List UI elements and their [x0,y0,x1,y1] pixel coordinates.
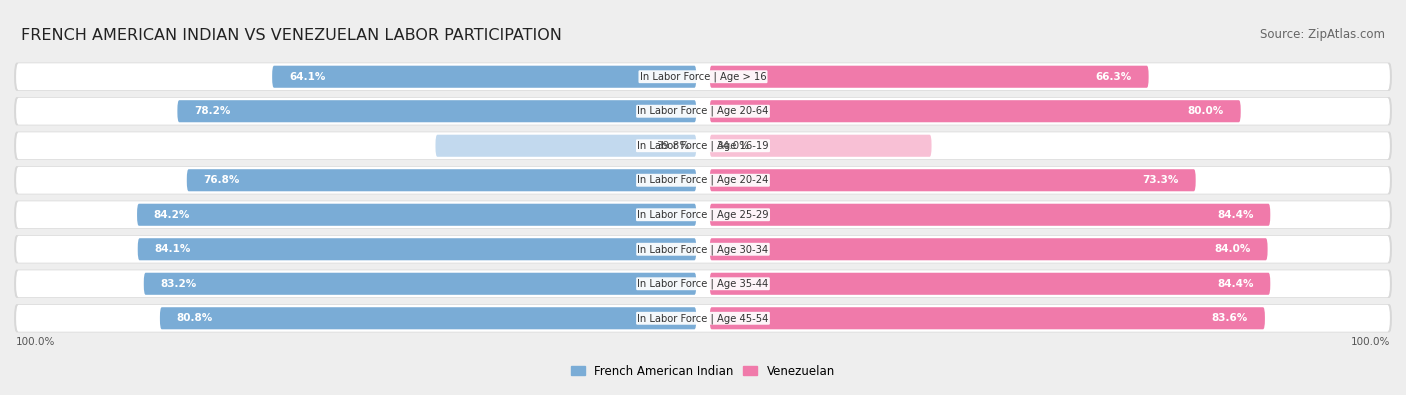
FancyBboxPatch shape [15,167,1391,194]
FancyBboxPatch shape [15,132,1391,159]
Text: 80.0%: 80.0% [1188,106,1223,116]
FancyBboxPatch shape [14,270,1392,298]
Text: Source: ZipAtlas.com: Source: ZipAtlas.com [1260,28,1385,41]
Text: 83.2%: 83.2% [160,279,197,289]
Text: 34.0%: 34.0% [717,141,749,151]
Text: 80.8%: 80.8% [177,313,212,323]
FancyBboxPatch shape [14,304,1392,333]
FancyBboxPatch shape [15,63,1391,90]
Text: 100.0%: 100.0% [1351,337,1391,347]
FancyBboxPatch shape [710,273,1270,295]
FancyBboxPatch shape [710,100,1240,122]
FancyBboxPatch shape [710,169,1195,191]
FancyBboxPatch shape [710,307,1265,329]
FancyBboxPatch shape [15,98,1391,125]
FancyBboxPatch shape [14,62,1392,91]
FancyBboxPatch shape [14,235,1392,263]
FancyBboxPatch shape [177,100,696,122]
Text: 84.2%: 84.2% [153,210,190,220]
Text: 84.1%: 84.1% [155,244,191,254]
FancyBboxPatch shape [273,66,696,88]
FancyBboxPatch shape [138,238,696,260]
Text: In Labor Force | Age 30-34: In Labor Force | Age 30-34 [637,244,769,254]
Text: In Labor Force | Age 20-64: In Labor Force | Age 20-64 [637,106,769,117]
Text: In Labor Force | Age 25-29: In Labor Force | Age 25-29 [637,209,769,220]
FancyBboxPatch shape [14,97,1392,125]
FancyBboxPatch shape [14,201,1392,229]
Text: 84.0%: 84.0% [1215,244,1251,254]
Text: FRENCH AMERICAN INDIAN VS VENEZUELAN LABOR PARTICIPATION: FRENCH AMERICAN INDIAN VS VENEZUELAN LAB… [21,28,562,43]
FancyBboxPatch shape [14,132,1392,160]
FancyBboxPatch shape [15,270,1391,297]
FancyBboxPatch shape [15,201,1391,228]
Text: In Labor Force | Age > 16: In Labor Force | Age > 16 [640,71,766,82]
FancyBboxPatch shape [710,135,932,157]
FancyBboxPatch shape [710,204,1270,226]
Text: 64.1%: 64.1% [290,72,325,82]
FancyBboxPatch shape [15,305,1391,332]
FancyBboxPatch shape [160,307,696,329]
FancyBboxPatch shape [187,169,696,191]
Legend: French American Indian, Venezuelan: French American Indian, Venezuelan [571,365,835,378]
Text: 76.8%: 76.8% [204,175,240,185]
Text: 78.2%: 78.2% [194,106,231,116]
FancyBboxPatch shape [436,135,696,157]
Text: 39.8%: 39.8% [657,141,689,151]
Text: In Labor Force | Age 16-19: In Labor Force | Age 16-19 [637,141,769,151]
FancyBboxPatch shape [15,236,1391,263]
FancyBboxPatch shape [710,238,1268,260]
Text: 66.3%: 66.3% [1095,72,1132,82]
Text: 84.4%: 84.4% [1218,279,1254,289]
FancyBboxPatch shape [143,273,696,295]
FancyBboxPatch shape [136,204,696,226]
Text: 100.0%: 100.0% [15,337,55,347]
Text: 84.4%: 84.4% [1218,210,1254,220]
FancyBboxPatch shape [14,166,1392,194]
FancyBboxPatch shape [710,66,1149,88]
Text: 73.3%: 73.3% [1143,175,1178,185]
Text: In Labor Force | Age 35-44: In Labor Force | Age 35-44 [637,278,769,289]
Text: 83.6%: 83.6% [1212,313,1249,323]
Text: In Labor Force | Age 45-54: In Labor Force | Age 45-54 [637,313,769,324]
Text: In Labor Force | Age 20-24: In Labor Force | Age 20-24 [637,175,769,186]
